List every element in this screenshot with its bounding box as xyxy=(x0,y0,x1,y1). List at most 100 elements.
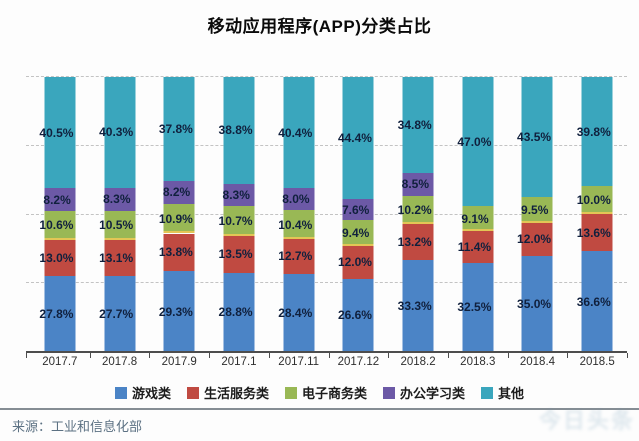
bar-segment-生活服务类 xyxy=(521,222,553,256)
segment-label: 10.9% xyxy=(158,211,193,226)
x-axis-labels: 2017.7 2017.8 2017.9 2017.1 2017.11 2017.12 20… xyxy=(30,356,627,368)
legend-item-生活服务类: 生活服务类 xyxy=(186,383,269,402)
segment-label: 36.6% xyxy=(576,294,611,309)
segment-label: 12.7% xyxy=(278,249,313,264)
segment-label: 13.2% xyxy=(397,235,432,250)
bar-segment-电子商务类 xyxy=(283,208,315,239)
bar-segment-游戏类 xyxy=(104,275,136,352)
x-axis-tick xyxy=(447,353,449,358)
bar-column-2017.7: 27.8% 13.0% 10.6% 8.2% 40.5% xyxy=(30,77,90,352)
x-axis-tick xyxy=(388,353,390,358)
segment-label: 13.8% xyxy=(158,245,193,260)
segment-label: 9.4% xyxy=(341,225,370,240)
segment-label: 8.2% xyxy=(43,192,71,207)
legend-label: 生活服务类 xyxy=(203,386,269,401)
bar-segment-办公学习类 xyxy=(163,180,195,204)
segment-label: 37.8% xyxy=(158,121,193,136)
segment-label: 32.5% xyxy=(457,300,492,315)
x-axis-label-2018.4: 2018.4 xyxy=(519,356,556,368)
segment-label: 40.3% xyxy=(99,125,134,140)
watermark-logo: 今日头条 xyxy=(538,408,635,433)
stacked-bar xyxy=(402,77,434,352)
bar-segment-其他 xyxy=(283,77,315,189)
bar-segment-游戏类 xyxy=(462,262,494,352)
segment-label: 34.8% xyxy=(397,117,432,132)
x-axis-label-2017.7: 2017.7 xyxy=(42,356,78,368)
bar-segment-游戏类 xyxy=(283,273,315,352)
stacked-bar xyxy=(581,77,613,352)
segment-label: 10.7% xyxy=(218,214,253,229)
x-axis-label-2018.5: 2018.5 xyxy=(579,356,615,368)
bar-column-2017.11: 28.4% 12.7% 10.4% 8.0% 40.4% xyxy=(269,77,329,352)
segment-label: 13.0% xyxy=(39,250,74,265)
segment-label: 8.0% xyxy=(282,192,310,207)
x-axis-tick xyxy=(507,353,509,358)
segment-label: 12.0% xyxy=(337,255,372,270)
bar-segment-电子商务类 xyxy=(342,218,374,246)
bar-segment-生活服务类 xyxy=(342,245,374,279)
segment-label: 10.0% xyxy=(576,193,611,208)
x-axis-label-2018.2: 2018.2 xyxy=(400,356,436,368)
segment-label: 11.4% xyxy=(457,239,492,254)
x-axis-tick xyxy=(26,353,27,358)
bar-column-2018.3: 32.5% 11.4% 9.1% 47.0% xyxy=(448,77,508,352)
segment-label: 10.2% xyxy=(397,203,432,218)
legend-swatch-icon xyxy=(481,386,494,399)
segment-label: 8.5% xyxy=(401,177,430,192)
bar-segment-游戏类 xyxy=(44,275,76,352)
bar-column-2017.12: 26.6% 12.0% 9.4% 7.6% 44.4% xyxy=(329,77,389,352)
x-axis-tick xyxy=(328,353,330,358)
bar-columns: 27.8% 13.0% 10.6% 8.2% 40.5% 27.7% 13.1% 10.5% 8… xyxy=(30,77,627,352)
chart-legend: 游戏类 生活服务类 电子商务类 办公学习类 其他 xyxy=(0,383,639,402)
legend-label: 办公学习类 xyxy=(400,386,466,401)
bar-segment-生活服务类 xyxy=(283,238,315,274)
bar-segment-游戏类 xyxy=(223,272,255,352)
bar-segment-生活服务类 xyxy=(223,235,255,273)
segment-label: 8.3% xyxy=(103,192,131,207)
bar-segment-游戏类 xyxy=(342,278,374,352)
x-axis-line xyxy=(26,351,627,353)
x-axis-tick xyxy=(627,353,628,358)
chart-title: 移动应用程序(APP)分类占比 xyxy=(207,17,432,36)
legend-swatch-icon xyxy=(383,386,395,399)
bar-column-2017.8: 27.7% 13.1% 10.5% 8.3% 40.3% xyxy=(90,77,150,352)
bar-column-2018.2: 33.3% 13.2% 10.2% 8.5% 34.8% xyxy=(388,77,448,352)
gridline-75pct xyxy=(26,144,627,146)
bar-segment-生活服务类 xyxy=(163,233,195,272)
bar-column-2018.4: 35.0% 12.0% 9.5% 43.5% xyxy=(508,77,568,352)
legend-swatch-icon xyxy=(114,386,127,399)
bar-segment-电子商务类 xyxy=(581,184,613,214)
stacked-bar xyxy=(223,77,255,352)
bar-column-2018.5: 36.6% 13.6% 10.0% 39.8% xyxy=(567,77,627,352)
segment-label: 40.4% xyxy=(278,125,313,140)
x-axis-label-2017.1: 2017.1 xyxy=(221,356,257,368)
x-axis-tick xyxy=(149,353,151,358)
segment-label: 27.8% xyxy=(39,306,74,321)
segment-label: 29.3% xyxy=(158,304,193,319)
bar-segment-办公学习类 xyxy=(104,187,136,211)
bar-segment-电子商务类 xyxy=(521,194,553,223)
segment-label: 40.5% xyxy=(39,125,74,140)
legend-swatch-icon xyxy=(186,386,199,399)
bar-segment-电子商务类 xyxy=(44,208,76,240)
legend-item-办公学习类: 办公学习类 xyxy=(383,383,465,402)
plot-area: 27.8% 13.0% 10.6% 8.2% 40.5% 27.7% 13.1% 10.5% 8… xyxy=(26,76,628,358)
bar-segment-生活服务类 xyxy=(581,213,613,252)
stacked-bar xyxy=(462,77,494,352)
bar-segment-电子商务类 xyxy=(163,201,195,234)
segment-label: 47.0% xyxy=(457,134,492,149)
stacked-bar xyxy=(342,77,374,352)
bar-segment-办公学习类 xyxy=(283,188,315,211)
segment-label: 10.4% xyxy=(278,217,313,232)
segment-label: 9.5% xyxy=(521,202,549,217)
segment-label: 10.5% xyxy=(99,218,134,233)
segment-label: 35.0% xyxy=(517,296,552,311)
segment-label: 8.2% xyxy=(162,185,191,200)
bar-segment-办公学习类 xyxy=(223,183,255,207)
legend-label: 其他 xyxy=(498,386,525,401)
segment-label: 9.1% xyxy=(461,211,489,226)
bar-segment-其他 xyxy=(104,77,136,188)
segment-label: 28.8% xyxy=(218,305,253,320)
legend-item-游戏类: 游戏类 xyxy=(114,383,171,402)
